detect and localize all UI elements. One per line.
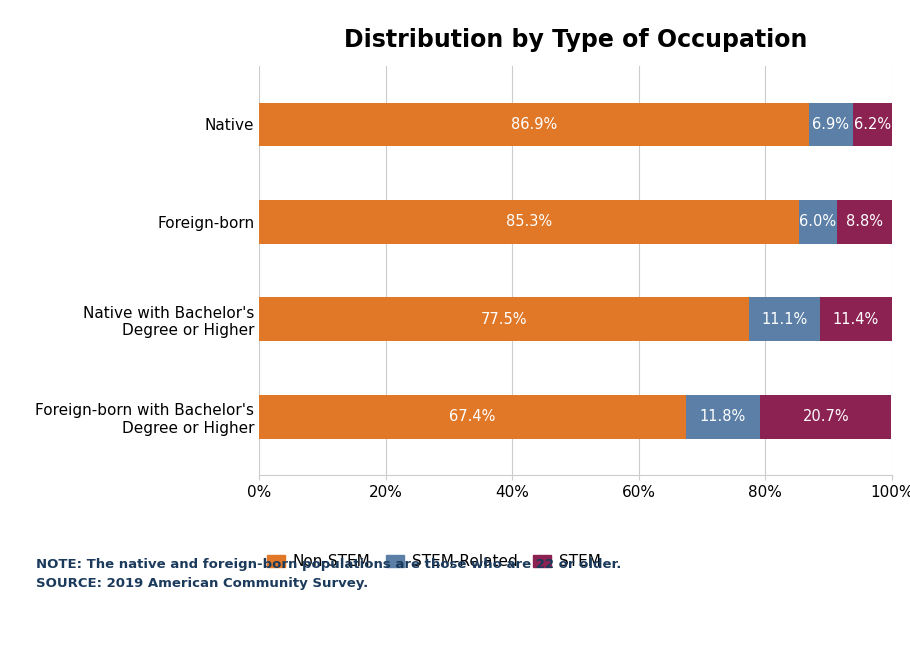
Bar — [809, 102, 853, 147]
Bar — [259, 102, 809, 147]
Text: 85.3%: 85.3% — [506, 214, 552, 230]
Text: 8.8%: 8.8% — [846, 214, 883, 230]
Text: 11.1%: 11.1% — [762, 312, 808, 327]
Text: St. Louis: St. Louis — [153, 630, 216, 645]
Text: NOTE: The native and foreign-born populations are those who are 22 or older.: NOTE: The native and foreign-born popula… — [36, 558, 622, 571]
Bar — [799, 200, 837, 244]
Text: Federal Reserve Bank: Federal Reserve Bank — [11, 630, 167, 645]
Text: 86.9%: 86.9% — [511, 117, 557, 132]
Text: 67.4%: 67.4% — [450, 409, 496, 424]
Text: 77.5%: 77.5% — [481, 312, 528, 327]
Bar — [820, 298, 892, 341]
Text: SOURCE: 2019 American Community Survey.: SOURCE: 2019 American Community Survey. — [36, 578, 369, 591]
Text: 6.0%: 6.0% — [799, 214, 836, 230]
Text: 6.2%: 6.2% — [854, 117, 891, 132]
Bar — [259, 298, 750, 341]
Text: 6.9%: 6.9% — [813, 117, 849, 132]
Legend: Non-STEM, STEM-Related, STEM: Non-STEM, STEM-Related, STEM — [260, 548, 607, 576]
Bar — [259, 395, 685, 439]
Text: 11.8%: 11.8% — [700, 409, 746, 424]
Bar — [685, 395, 760, 439]
Bar — [760, 395, 891, 439]
Bar — [259, 200, 799, 244]
Title: Distribution by Type of Occupation: Distribution by Type of Occupation — [344, 28, 807, 51]
Text: 20.7%: 20.7% — [803, 409, 849, 424]
Text: of: of — [135, 630, 148, 645]
Bar — [837, 200, 893, 244]
Bar — [853, 102, 892, 147]
Text: 11.4%: 11.4% — [833, 312, 879, 327]
Bar — [750, 298, 820, 341]
